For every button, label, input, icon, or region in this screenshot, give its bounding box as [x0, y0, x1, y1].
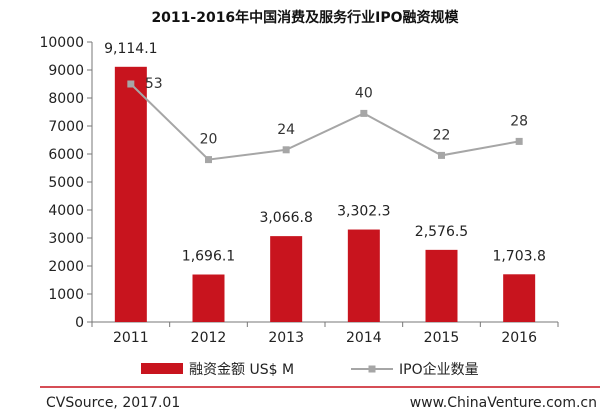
line-point	[282, 146, 290, 154]
line-point	[515, 137, 523, 145]
bar-value-label: 1,703.8	[492, 248, 545, 264]
bar-value-label: 3,302.3	[337, 204, 390, 220]
line-value-label: 22	[433, 127, 451, 143]
bar-value-label: 9,114.1	[104, 41, 157, 57]
bar-series: 9,114.1 1,696.1 3,066.8 3,302.3 2,576.5 1,703…	[104, 41, 546, 322]
line-value-label: 20	[200, 132, 218, 148]
y-tick-label: 7000	[48, 119, 84, 135]
bar	[347, 229, 380, 322]
line-path	[130, 83, 520, 161]
y-tick-label: 9000	[48, 63, 84, 79]
legend-line-label: IPO企业数量	[399, 361, 479, 378]
legend-bar-label: 融资金额 US$ M	[189, 362, 294, 378]
line-value-label: 24	[277, 122, 295, 138]
legend: 融资金额 US$ M IPO企业数量	[141, 361, 479, 378]
x-tick-label: 2013	[268, 330, 304, 346]
y-axis: 0 1000 2000 3000 4000 5000 6000 7000 8000 9000 100…	[39, 35, 93, 331]
bar-value-label: 1,696.1	[182, 249, 235, 265]
line-point	[360, 109, 368, 117]
line-value-label: 40	[355, 85, 373, 101]
x-axis: 2011 2012 2013 2014 2015 2016	[91, 321, 559, 346]
line-series: 53 20 24 40 22 28	[127, 76, 528, 164]
line-point	[205, 156, 212, 164]
footer-source: CVSource, 2017.01	[46, 395, 180, 411]
y-tick-label: 6000	[48, 147, 84, 163]
chart-title: 2011-2016年中国消费及服务行业IPO融资规模	[151, 9, 459, 26]
y-tick-label: 3000	[48, 231, 84, 247]
footer: CVSource, 2017.01 www.ChinaVenture.com.c…	[40, 386, 600, 411]
footer-website: www.ChinaVenture.com.cn	[410, 395, 597, 411]
bar	[503, 274, 536, 322]
line-point	[127, 80, 135, 88]
y-tick-label: 2000	[48, 259, 84, 275]
x-tick-label: 2012	[191, 330, 227, 346]
legend-line-marker	[368, 365, 376, 373]
x-tick-label: 2014	[346, 330, 382, 346]
x-tick-label: 2011	[113, 330, 149, 346]
bar	[114, 66, 147, 322]
bar	[192, 274, 225, 322]
legend-bar-swatch	[141, 363, 183, 374]
y-tick-label: 4000	[48, 203, 84, 219]
x-tick-label: 2016	[501, 330, 537, 346]
bar	[270, 236, 303, 322]
x-tick-label: 2015	[424, 330, 460, 346]
bar	[425, 249, 458, 322]
y-tick-label: 1000	[48, 287, 84, 303]
line-value-label: 28	[510, 113, 528, 129]
line-point	[438, 151, 445, 159]
y-tick-label: 10000	[39, 35, 84, 51]
line-value-label: 53	[145, 76, 163, 92]
y-tick-label: 0	[75, 315, 84, 331]
y-tick-label: 5000	[48, 175, 84, 191]
y-tick-label: 8000	[48, 91, 84, 107]
bar-value-label: 2,576.5	[415, 224, 468, 240]
bar-value-label: 3,066.8	[259, 210, 312, 226]
